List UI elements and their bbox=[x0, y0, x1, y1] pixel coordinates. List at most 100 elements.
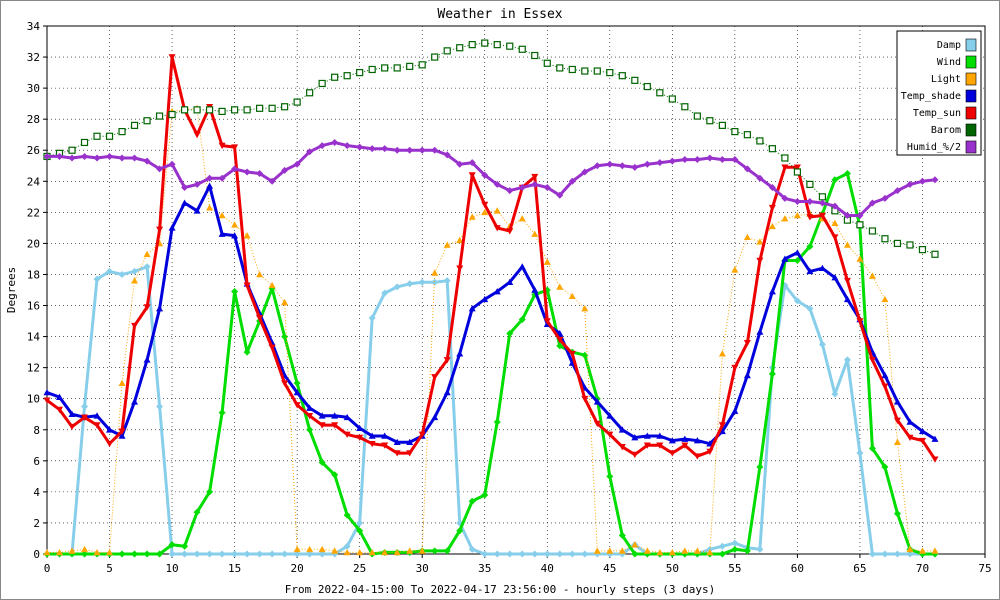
data-point bbox=[856, 255, 864, 262]
data-point bbox=[468, 41, 476, 49]
data-point bbox=[806, 214, 814, 221]
data-point bbox=[206, 550, 214, 558]
data-point bbox=[731, 545, 739, 553]
data-point bbox=[218, 142, 226, 150]
data-point bbox=[181, 184, 189, 192]
data-point bbox=[68, 423, 76, 431]
data-point bbox=[218, 550, 226, 558]
legend-label: Temp_sun bbox=[913, 108, 961, 119]
data-point bbox=[218, 107, 226, 116]
data-point bbox=[643, 82, 651, 91]
data-point bbox=[43, 397, 51, 404]
data-point bbox=[731, 407, 739, 414]
data-point bbox=[218, 174, 226, 182]
data-point bbox=[381, 432, 389, 439]
legend-swatch bbox=[965, 123, 977, 137]
data-point bbox=[506, 329, 514, 337]
data-point bbox=[893, 550, 901, 558]
data-point bbox=[343, 548, 351, 556]
data-point bbox=[406, 146, 414, 154]
data-point bbox=[68, 154, 76, 162]
data-point bbox=[756, 328, 764, 335]
data-point bbox=[156, 226, 164, 233]
data-point bbox=[206, 204, 214, 211]
data-point bbox=[893, 398, 901, 405]
data-point bbox=[606, 160, 614, 168]
data-point bbox=[243, 232, 251, 239]
data-point bbox=[806, 305, 814, 313]
data-point bbox=[168, 54, 176, 61]
data-point bbox=[856, 449, 864, 457]
data-point bbox=[318, 550, 326, 558]
data-point bbox=[43, 548, 51, 556]
data-point bbox=[56, 152, 64, 160]
data-point bbox=[381, 548, 389, 556]
data-point bbox=[806, 180, 814, 188]
legend-label: Humid_%/2 bbox=[907, 142, 961, 153]
data-point bbox=[231, 288, 239, 296]
data-point bbox=[768, 145, 776, 153]
data-point bbox=[80, 138, 89, 147]
data-point bbox=[893, 239, 902, 248]
data-point bbox=[418, 547, 426, 554]
x-tick-label: 65 bbox=[853, 562, 866, 575]
data-point bbox=[868, 357, 876, 364]
data-point bbox=[256, 315, 264, 322]
data-point bbox=[243, 550, 251, 558]
data-point bbox=[106, 426, 114, 433]
data-point bbox=[606, 472, 614, 480]
data-point bbox=[155, 112, 164, 120]
y-tick-label: 2 bbox=[33, 517, 40, 530]
data-point bbox=[331, 138, 339, 146]
data-point bbox=[818, 199, 826, 207]
data-point bbox=[131, 267, 139, 275]
x-tick-label: 25 bbox=[353, 562, 366, 575]
data-point bbox=[631, 541, 639, 548]
data-point bbox=[568, 65, 576, 74]
data-point bbox=[531, 550, 539, 558]
data-point bbox=[493, 225, 501, 232]
y-tick-label: 24 bbox=[27, 175, 41, 188]
data-point bbox=[81, 550, 89, 558]
data-point bbox=[931, 547, 939, 554]
data-point bbox=[106, 440, 114, 448]
series-barom bbox=[43, 39, 939, 258]
data-point bbox=[756, 174, 764, 182]
data-point bbox=[881, 371, 889, 379]
data-point bbox=[906, 550, 914, 558]
y-tick-label: 12 bbox=[27, 362, 40, 375]
data-point bbox=[343, 413, 351, 421]
legend-swatch bbox=[965, 89, 977, 103]
data-point bbox=[718, 156, 726, 164]
data-point bbox=[43, 388, 51, 396]
data-point bbox=[581, 168, 589, 176]
data-point bbox=[506, 187, 514, 195]
data-point bbox=[468, 172, 476, 179]
y-tick-label: 4 bbox=[33, 486, 40, 499]
y-tick-label: 16 bbox=[27, 300, 40, 313]
data-point bbox=[56, 406, 64, 414]
data-point bbox=[581, 550, 589, 558]
data-point bbox=[318, 79, 326, 88]
data-point bbox=[68, 410, 76, 418]
data-point bbox=[906, 241, 914, 249]
data-point bbox=[418, 431, 426, 438]
data-point bbox=[268, 344, 276, 351]
data-point bbox=[205, 106, 214, 114]
data-point bbox=[731, 156, 739, 164]
legend-swatch bbox=[965, 140, 977, 154]
data-point bbox=[43, 152, 51, 160]
data-point bbox=[593, 67, 601, 75]
data-point bbox=[356, 548, 364, 556]
data-point bbox=[931, 250, 939, 258]
data-point bbox=[581, 395, 589, 403]
data-point bbox=[368, 440, 376, 448]
data-point bbox=[831, 274, 839, 281]
data-point bbox=[768, 204, 776, 212]
data-point bbox=[118, 432, 126, 439]
data-point bbox=[131, 322, 139, 330]
data-point bbox=[193, 180, 201, 188]
data-point bbox=[418, 61, 426, 69]
data-point bbox=[293, 98, 301, 106]
data-point bbox=[481, 550, 489, 558]
